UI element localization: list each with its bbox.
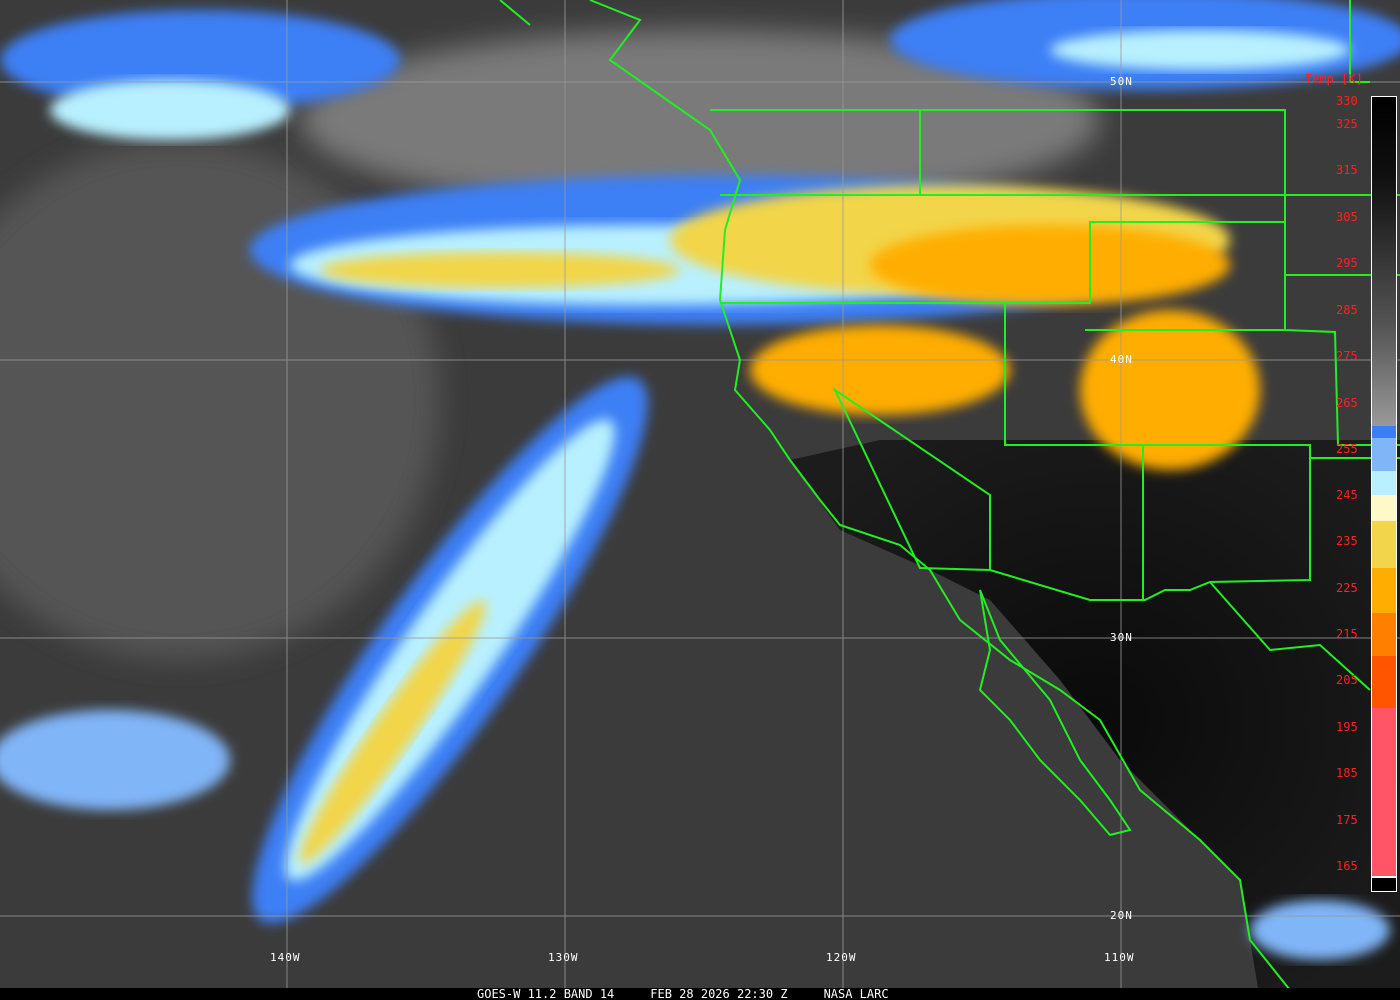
colorbar-label: 215 [1336, 627, 1358, 641]
colorbar-segment [1372, 438, 1396, 471]
image-caption: GOES-W 11.2 BAND 14 FEB 28 2026 22:30 Z NA… [0, 988, 1400, 1000]
lon-label-130w: 130W [548, 951, 579, 964]
colorbar-label: 265 [1336, 396, 1358, 410]
colorbar-label: 330 [1336, 94, 1358, 108]
cloud-core [1250, 900, 1390, 960]
colorbar-segment [1372, 471, 1396, 495]
colorbar-segment [1372, 426, 1396, 438]
colorbar-label: 225 [1336, 581, 1358, 595]
colorbar-title: Temp [K] [1305, 72, 1363, 86]
colorbar-label: 195 [1336, 720, 1358, 734]
colorbar-segment [1372, 521, 1396, 568]
colorbar-grayscale [1372, 97, 1396, 426]
lat-label-20n: 20N [1110, 909, 1133, 922]
cloud-band-nw [0, 10, 400, 110]
lon-label-140w: 140W [270, 951, 301, 964]
state-borders [710, 109, 1400, 691]
lon-label-120w: 120W [826, 951, 857, 964]
colorbar-label: 315 [1336, 163, 1358, 177]
cloud-core [50, 80, 290, 140]
caption-source: NASA LARC [823, 987, 889, 1000]
colorbar-label: 235 [1336, 534, 1358, 548]
cloud-core [870, 225, 1230, 305]
colorbar-label: 325 [1336, 117, 1358, 131]
colorbar-segment [1372, 708, 1396, 878]
lat-label-30n: 30N [1110, 631, 1133, 644]
colorbar-segment [1372, 656, 1396, 708]
lon-label-110w: 110W [1104, 951, 1135, 964]
caption-satellite: GOES-W 11.2 BAND 14 [477, 987, 615, 1000]
cloud-core [1080, 310, 1260, 470]
political-borders [499, 0, 1400, 991]
colorbar-label: 305 [1336, 210, 1358, 224]
colorbar-label: 255 [1336, 442, 1358, 456]
colorbar-label: 275 [1336, 349, 1358, 363]
cloud-core [1050, 30, 1350, 70]
lat-label-40n: 40N [1110, 353, 1133, 366]
canada-border [1349, 0, 1370, 83]
caption-datetime: FEB 28 2026 22:30 Z [650, 987, 788, 1000]
cloud-core [320, 252, 680, 288]
colorbar-segment [1372, 568, 1396, 613]
colorbar-label: 295 [1336, 256, 1358, 270]
land-southwest [790, 440, 1400, 1000]
temperature-colorbar [1371, 96, 1397, 892]
colorbar-label: 185 [1336, 766, 1358, 780]
cloud-core [299, 600, 486, 864]
colorbar-label: 205 [1336, 673, 1358, 687]
colorbar-label: 245 [1336, 488, 1358, 502]
baja-california-outline [978, 589, 1132, 837]
cloud-high-north [300, 30, 1100, 210]
west-coastline [499, 0, 1291, 991]
lat-label-50n: 50N [1110, 75, 1133, 88]
colorbar-segment [1372, 613, 1396, 656]
colorbar-segment [1372, 495, 1396, 521]
colorbar-label: 285 [1336, 303, 1358, 317]
colorbar-label: 165 [1336, 859, 1358, 873]
cloud-core [0, 710, 230, 810]
cloud-core [750, 325, 1010, 415]
colorbar-label: 175 [1336, 813, 1358, 827]
